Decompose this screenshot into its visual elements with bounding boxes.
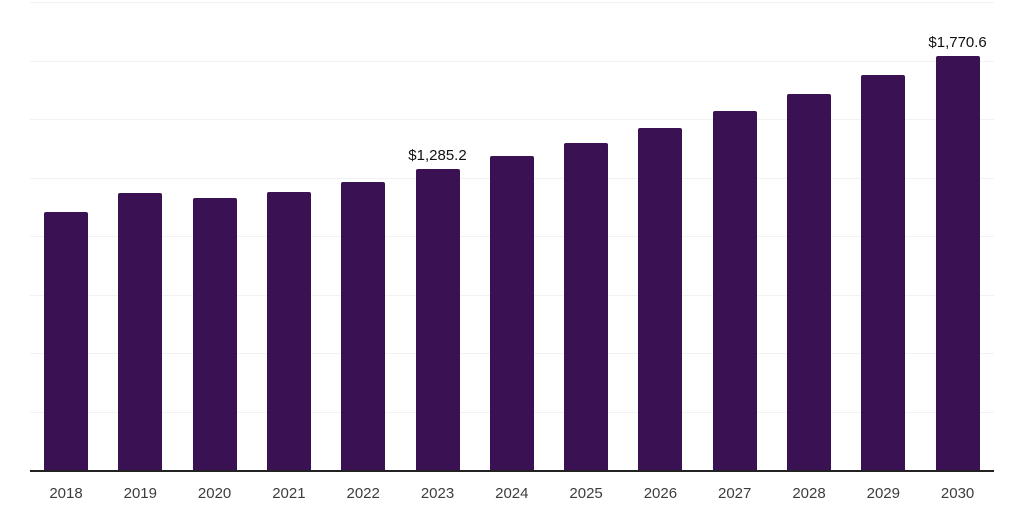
x-tick-label: 2024 [495, 485, 529, 502]
bar-2030 [935, 55, 980, 470]
bar-value-label: $1,770.6 [928, 33, 987, 51]
x-tick-label: 2020 [197, 485, 232, 502]
x-tick-label: 2022 [346, 485, 380, 502]
bar-2018 [44, 212, 88, 470]
bar-2023 [415, 169, 460, 470]
gridline [30, 60, 994, 62]
x-tick-label: 2018 [49, 485, 83, 502]
x-tick-label: 2027 [718, 485, 752, 502]
bar-2024 [489, 155, 534, 470]
bar-2025 [564, 142, 609, 470]
x-tick-label: 2023 [420, 485, 455, 502]
x-tick-label: 2029 [866, 485, 900, 502]
x-tick-label: 2030 [940, 485, 975, 502]
x-tick-label: 2026 [643, 485, 678, 502]
bar-value-label: $1,285.2 [408, 147, 467, 165]
bar-2026 [638, 127, 683, 470]
x-axis-line [30, 470, 994, 472]
x-tick-label: 2019 [123, 485, 157, 502]
x-tick-label: 2028 [792, 485, 826, 502]
bar-2028 [787, 94, 831, 470]
bar-2029 [861, 75, 906, 470]
x-tick-label: 2021 [272, 485, 306, 502]
x-tick-label: 2025 [569, 485, 603, 502]
bar-2019 [118, 192, 163, 470]
bar-2027 [712, 111, 757, 470]
bar-2020 [192, 198, 237, 470]
bar-2022 [341, 181, 386, 470]
gridline [30, 119, 994, 120]
bar-2021 [266, 192, 311, 470]
gridline [30, 2, 994, 3]
